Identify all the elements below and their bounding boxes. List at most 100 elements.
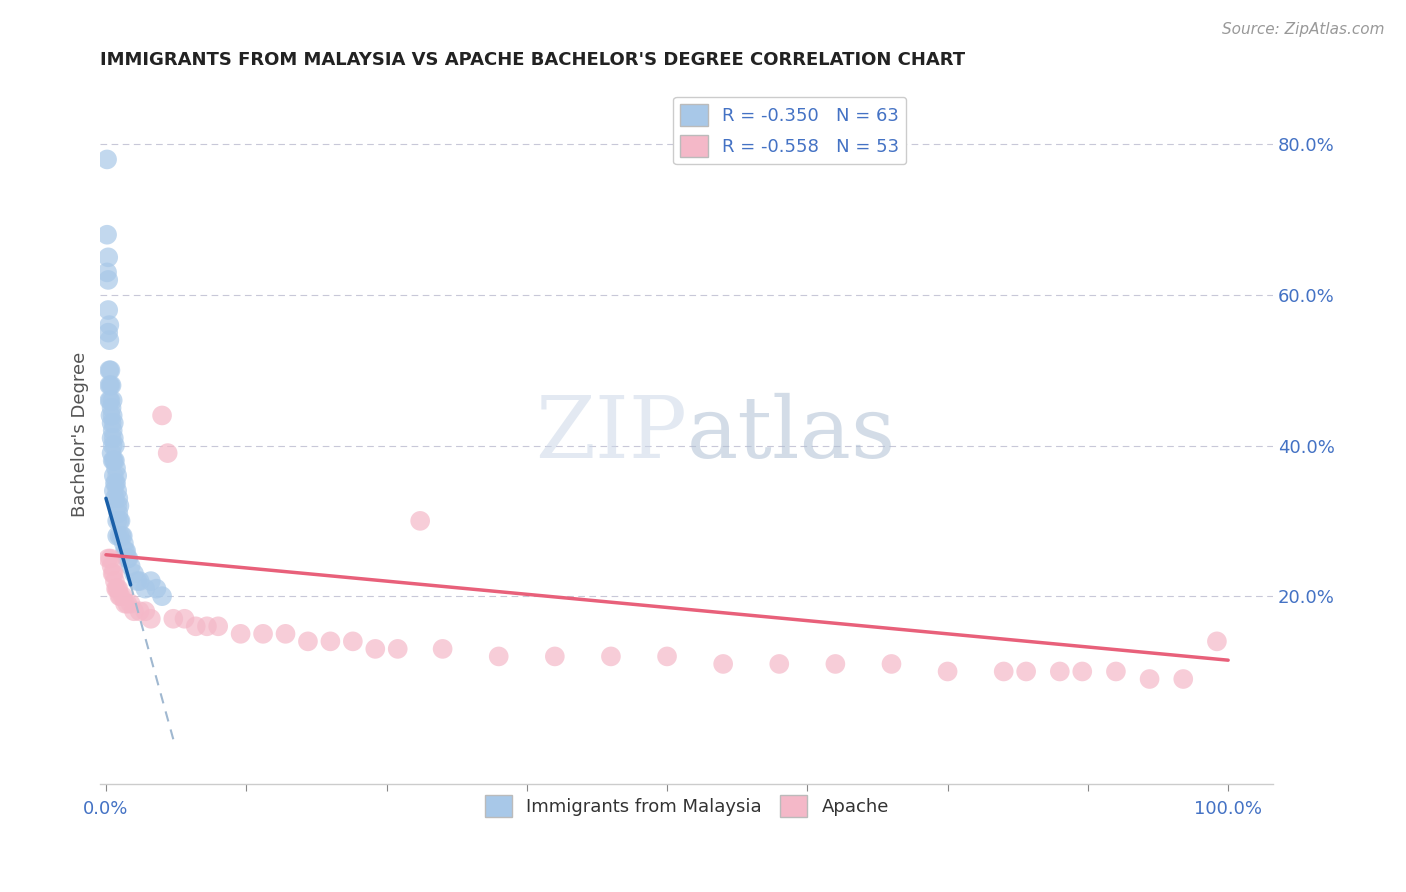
Point: [768, 657, 790, 671]
Point: [110, 589, 132, 603]
Point: [111, 529, 134, 543]
Point: [103, 566, 125, 581]
Point: [156, 446, 179, 460]
Point: [100, 378, 122, 392]
Text: IMMIGRANTS FROM MALAYSIA VS APACHE BACHELOR'S DEGREE CORRELATION CHART: IMMIGRANTS FROM MALAYSIA VS APACHE BACHE…: [100, 51, 966, 69]
Point: [112, 536, 135, 550]
Point: [100, 393, 122, 408]
Point: [100, 363, 122, 377]
Point: [122, 566, 145, 581]
Point: [117, 551, 139, 566]
Point: [100, 401, 122, 415]
Point: [107, 582, 129, 596]
Point: [1015, 665, 1038, 679]
Point: [134, 604, 156, 618]
Point: [139, 574, 162, 588]
Y-axis label: Bachelor's Degree: Bachelor's Degree: [72, 351, 89, 516]
Point: [104, 574, 127, 588]
Point: [342, 634, 364, 648]
Point: [128, 574, 150, 588]
Point: [252, 627, 274, 641]
Point: [824, 657, 846, 671]
Point: [98, 363, 121, 377]
Point: [101, 439, 124, 453]
Point: [364, 641, 387, 656]
Point: [98, 318, 121, 332]
Point: [98, 393, 121, 408]
Point: [1139, 672, 1161, 686]
Point: [97, 551, 120, 566]
Point: [96, 153, 118, 167]
Point: [108, 589, 131, 603]
Point: [114, 544, 136, 558]
Legend: Immigrants from Malaysia, Apache: Immigrants from Malaysia, Apache: [478, 788, 896, 824]
Point: [108, 529, 131, 543]
Point: [104, 453, 127, 467]
Point: [100, 409, 122, 423]
Point: [488, 649, 510, 664]
Point: [207, 619, 229, 633]
Point: [297, 634, 319, 648]
Point: [96, 227, 118, 242]
Point: [409, 514, 432, 528]
Point: [150, 589, 173, 603]
Point: [97, 250, 120, 264]
Point: [936, 665, 959, 679]
Text: Source: ZipAtlas.com: Source: ZipAtlas.com: [1222, 22, 1385, 37]
Point: [229, 627, 252, 641]
Point: [103, 431, 125, 445]
Point: [139, 612, 162, 626]
Point: [101, 409, 124, 423]
Point: [127, 574, 149, 588]
Point: [97, 273, 120, 287]
Point: [100, 446, 122, 460]
Point: [117, 551, 139, 566]
Point: [105, 582, 128, 596]
Point: [145, 582, 167, 596]
Point: [1071, 665, 1094, 679]
Point: [195, 619, 218, 633]
Point: [100, 559, 122, 574]
Point: [1206, 634, 1229, 648]
Point: [111, 529, 134, 543]
Text: atlas: atlas: [686, 392, 896, 475]
Point: [105, 476, 128, 491]
Point: [880, 657, 903, 671]
Point: [319, 634, 342, 648]
Point: [1173, 672, 1195, 686]
Point: [173, 612, 195, 626]
Point: [110, 514, 132, 528]
Point: [1049, 665, 1071, 679]
Point: [100, 551, 122, 566]
Point: [104, 491, 127, 506]
Point: [162, 612, 184, 626]
Point: [105, 499, 128, 513]
Point: [107, 506, 129, 520]
Point: [432, 641, 454, 656]
Point: [134, 582, 156, 596]
Point: [108, 499, 131, 513]
Point: [96, 265, 118, 279]
Point: [105, 529, 128, 543]
Point: [120, 559, 142, 574]
Point: [274, 627, 297, 641]
Point: [1105, 665, 1128, 679]
Point: [544, 649, 567, 664]
Point: [101, 566, 124, 581]
Point: [97, 303, 120, 318]
Point: [103, 453, 125, 467]
Point: [111, 589, 134, 603]
Point: [122, 604, 145, 618]
Point: [105, 483, 128, 498]
Point: [97, 326, 120, 340]
Point: [100, 416, 122, 430]
Point: [655, 649, 678, 664]
Point: [120, 597, 142, 611]
Point: [105, 468, 128, 483]
Point: [711, 657, 734, 671]
Point: [105, 514, 128, 528]
Point: [993, 665, 1015, 679]
Point: [98, 378, 121, 392]
Point: [107, 491, 129, 506]
Point: [101, 453, 124, 467]
